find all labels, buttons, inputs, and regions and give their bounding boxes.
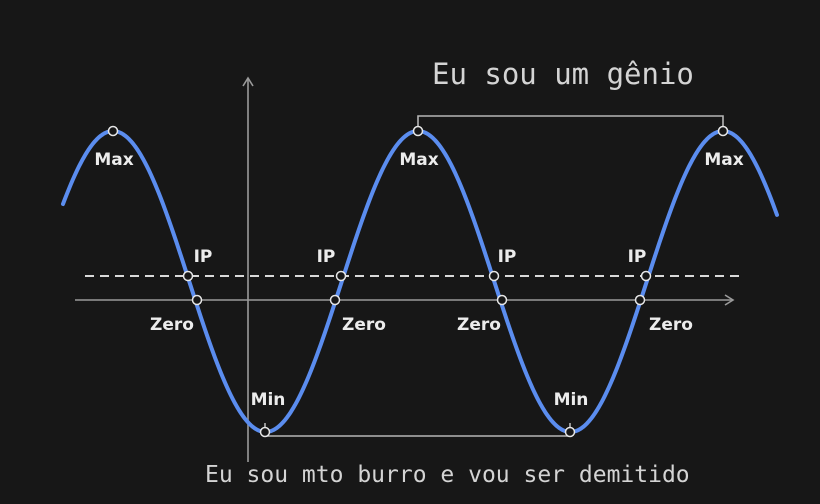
min-point <box>259 426 271 438</box>
zero-label: Zero <box>457 315 501 335</box>
zero-point <box>634 294 646 306</box>
inflection-point <box>488 270 500 282</box>
inflection-point <box>640 270 652 282</box>
zero-point <box>191 294 203 306</box>
inflection-point <box>335 270 347 282</box>
annotation-bottom: Eu sou mto burro e vou ser demitido <box>205 462 690 488</box>
max-point <box>107 125 119 137</box>
x-axis-arrow <box>724 294 735 306</box>
bottom-bracket <box>264 423 571 437</box>
zero-label: Zero <box>150 315 194 335</box>
ip-label: IP <box>317 247 336 267</box>
min-label: Min <box>554 390 589 410</box>
annotation-top: Eu sou um gênio <box>432 57 694 91</box>
inflection-point <box>182 270 194 282</box>
min-label: Min <box>251 390 286 410</box>
point-labels: Max Max Max Min Min IP IP IP IP Zero Zero Zero Zero <box>94 150 743 410</box>
max-label: Max <box>399 150 438 170</box>
max-label: Max <box>704 150 743 170</box>
min-point <box>564 426 576 438</box>
zero-point <box>496 294 508 306</box>
max-label: Max <box>94 150 133 170</box>
y-axis-arrow <box>242 76 254 87</box>
zero-label: Zero <box>342 315 386 335</box>
ip-label: IP <box>194 247 213 267</box>
zero-point <box>329 294 341 306</box>
top-bracket <box>417 115 724 131</box>
sine-curve <box>61 129 779 434</box>
ip-label: IP <box>498 247 517 267</box>
max-point <box>412 125 424 137</box>
ip-label: IP <box>628 247 647 267</box>
zero-label: Zero <box>649 315 693 335</box>
curve-points <box>107 125 729 438</box>
max-point <box>717 125 729 137</box>
